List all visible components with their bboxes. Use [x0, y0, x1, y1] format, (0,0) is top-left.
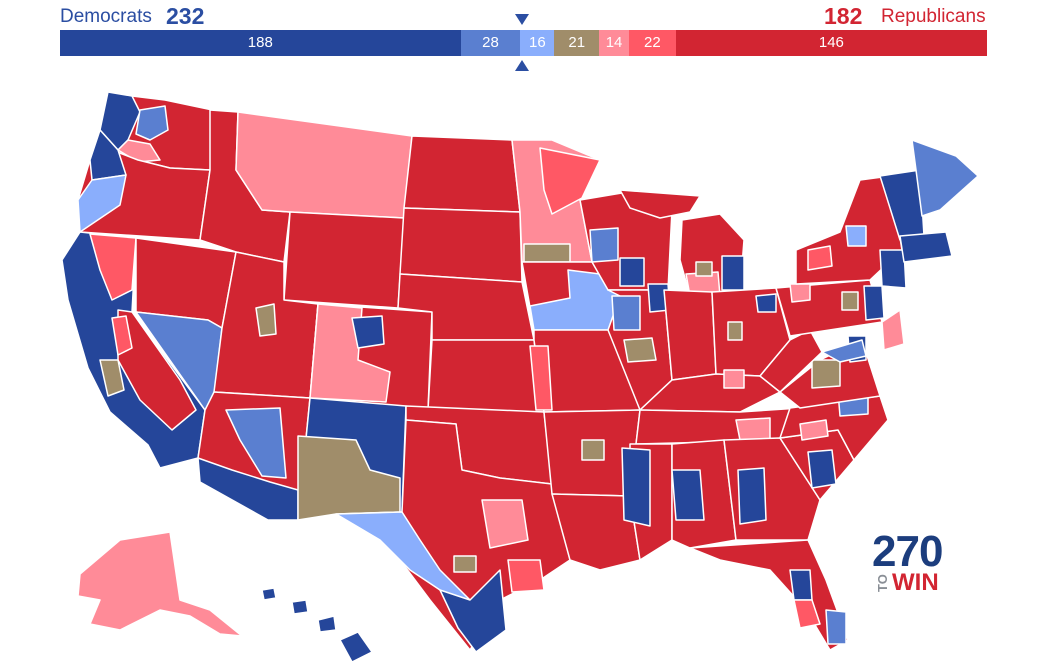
region-florida[interactable]: [689, 539, 849, 651]
region-ga-atlanta[interactable]: [737, 467, 767, 525]
region-ny-city[interactable]: [879, 249, 907, 289]
region-fl-lean-r[interactable]: [793, 599, 821, 629]
region-north-dakota[interactable]: [403, 135, 521, 213]
republicans-total: 182: [824, 3, 863, 29]
region-massachusetts[interactable]: [899, 231, 953, 263]
seat-segment-safe-rep[interactable]: 146: [675, 30, 987, 56]
logo-number: 270: [872, 527, 943, 576]
region-wa-seattle[interactable]: [135, 105, 169, 141]
region-tx-dallas[interactable]: [481, 499, 529, 549]
us-house-map: [61, 91, 979, 663]
region-mi-tossup[interactable]: [695, 261, 713, 277]
seat-count-header: Democrats 232 182 Republicans 188 28 16 21 1…: [0, 0, 1050, 80]
region-pa-tossup[interactable]: [841, 291, 859, 311]
region-nm-tossup[interactable]: [297, 435, 401, 521]
region-indiana[interactable]: [663, 289, 717, 381]
seat-segment-likely-rep[interactable]: 22: [628, 30, 676, 56]
region-ms-delta[interactable]: [621, 447, 651, 527]
seat-segment-safe-dem[interactable]: 188: [60, 30, 461, 56]
region-hawaii-oahu[interactable]: [291, 599, 309, 615]
region-ca-valley[interactable]: [99, 359, 125, 397]
republicans-label: Republicans: [881, 6, 986, 27]
region-alabama[interactable]: [671, 439, 737, 549]
region-co-denver[interactable]: [351, 315, 385, 349]
region-ny-lean-d[interactable]: [845, 225, 867, 247]
region-pa-lean-r[interactable]: [789, 283, 811, 303]
seat-segment-likely-dem[interactable]: 28: [460, 30, 521, 56]
region-montana[interactable]: [235, 111, 413, 219]
region-mn-north[interactable]: [539, 147, 601, 215]
region-nc-lean-r[interactable]: [799, 419, 829, 441]
region-az-likely-d[interactable]: [225, 407, 287, 479]
democrats-label: Democrats: [60, 6, 152, 27]
region-ca-northeast[interactable]: [89, 233, 137, 301]
region-fl-south[interactable]: [825, 609, 847, 645]
region-ky-lean-r[interactable]: [723, 369, 745, 389]
region-il-north-lean-d[interactable]: [611, 295, 641, 331]
region-ar-tossup[interactable]: [581, 439, 605, 461]
logo-to: TO: [875, 574, 890, 592]
democrats-total: 232: [166, 3, 205, 29]
region-south-dakota[interactable]: [399, 207, 523, 283]
region-maine[interactable]: [911, 139, 979, 217]
region-sc-coast[interactable]: [807, 449, 837, 489]
region-west-virginia[interactable]: [759, 329, 823, 393]
region-louisiana[interactable]: [551, 493, 641, 571]
seat-segment-lean-rep[interactable]: 14: [599, 30, 629, 56]
region-hawaii-kauai[interactable]: [261, 587, 277, 601]
region-oh-cleveland[interactable]: [755, 293, 777, 313]
region-nj-delmarva[interactable]: [881, 309, 905, 351]
seat-segment-lean-dem[interactable]: 16: [520, 30, 555, 56]
region-ny-lean-r[interactable]: [807, 245, 833, 271]
region-kansas[interactable]: [427, 339, 545, 413]
region-wyoming[interactable]: [283, 211, 405, 309]
region-mi-detroit[interactable]: [721, 255, 745, 291]
region-ut-tossup[interactable]: [255, 303, 277, 337]
region-ca-central[interactable]: [117, 309, 197, 431]
region-al-bham[interactable]: [671, 469, 705, 521]
majority-marker-bottom-icon: [515, 60, 529, 71]
region-mn-tossup[interactable]: [523, 243, 571, 263]
logo-win: WIN: [892, 569, 939, 596]
region-tx-houston[interactable]: [507, 559, 545, 593]
region-wi-madison[interactable]: [619, 257, 645, 287]
region-oh-tossup[interactable]: [727, 321, 743, 341]
seat-bar: 188 28 16 21 14 22 146: [60, 30, 987, 56]
region-tx-tossup[interactable]: [453, 555, 477, 573]
270towin-logo[interactable]: 270 TO WIN: [872, 527, 952, 596]
region-maryland[interactable]: [821, 339, 867, 363]
region-hawaii-maui[interactable]: [317, 615, 337, 633]
region-hawaii-big[interactable]: [339, 631, 373, 663]
region-alaska[interactable]: [77, 531, 243, 637]
region-il-central[interactable]: [623, 337, 657, 363]
region-mo-kc[interactable]: [529, 345, 553, 411]
region-tn-lean-r[interactable]: [735, 417, 771, 441]
region-tx-border[interactable]: [439, 569, 507, 653]
seat-segment-tossup[interactable]: 21: [554, 30, 600, 56]
region-ca-lean-r[interactable]: [111, 315, 133, 356]
region-pa-philly[interactable]: [863, 285, 885, 321]
region-va-tossup[interactable]: [811, 359, 841, 389]
majority-marker-top-icon: [515, 14, 529, 25]
region-or-south[interactable]: [77, 174, 127, 233]
region-mi-up[interactable]: [619, 189, 701, 219]
region-fl-tampa[interactable]: [789, 569, 813, 601]
region-wi-west[interactable]: [589, 227, 619, 263]
